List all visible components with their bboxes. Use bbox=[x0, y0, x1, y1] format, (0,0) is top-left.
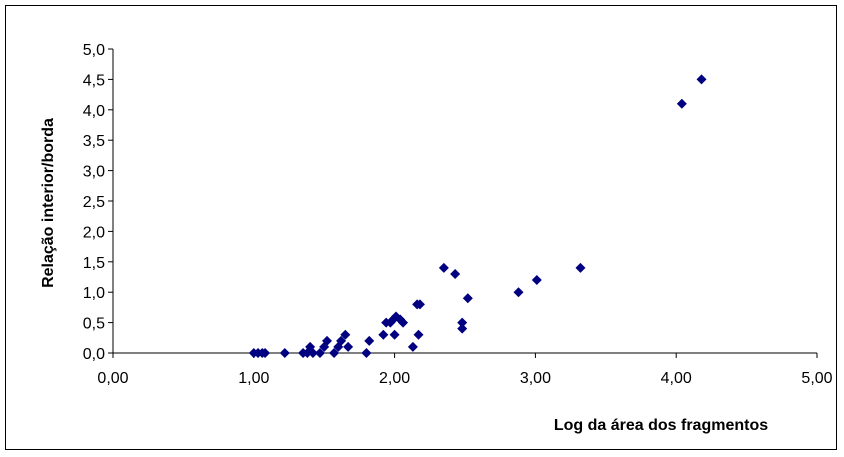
scatter-point bbox=[676, 98, 687, 109]
scatter-point bbox=[414, 299, 425, 310]
scatter-point bbox=[336, 335, 347, 346]
scatter-point bbox=[260, 348, 271, 358]
x-tick-label: 5,00 bbox=[801, 370, 832, 387]
y-tick-label: 1,0 bbox=[83, 285, 105, 302]
scatter-point bbox=[457, 323, 468, 334]
x-tick-label: 0,00 bbox=[97, 370, 128, 387]
scatter-point bbox=[457, 317, 468, 328]
x-axis-title: Log da área dos fragmentos bbox=[554, 417, 768, 434]
y-tick-label: 5,0 bbox=[83, 42, 105, 59]
x-tick-label: 2,00 bbox=[379, 370, 410, 387]
scatter-point bbox=[398, 317, 409, 328]
x-tick-label: 3,00 bbox=[520, 370, 551, 387]
scatter-point bbox=[696, 74, 707, 85]
scatter-point bbox=[279, 348, 290, 358]
data-points bbox=[248, 74, 707, 358]
y-tick-label: 3,5 bbox=[83, 133, 105, 150]
scatter-point bbox=[389, 329, 400, 340]
y-tick-label: 0,5 bbox=[83, 316, 105, 333]
scatter-point bbox=[361, 348, 372, 358]
scatter-point bbox=[340, 329, 351, 340]
scatter-point bbox=[407, 341, 418, 352]
scatter-point bbox=[329, 348, 340, 358]
y-tick-label: 4,5 bbox=[83, 72, 105, 89]
scatter-point bbox=[364, 335, 375, 346]
scatter-point bbox=[343, 341, 354, 352]
y-tick-label: 2,5 bbox=[83, 194, 105, 211]
scatter-point bbox=[513, 287, 524, 298]
x-tick-label: 1,00 bbox=[238, 370, 269, 387]
scatter-point bbox=[462, 293, 473, 304]
chart-frame: 0,00 1,00 2,00 3,00 4,00 5,00 0,0 0,5 1,0 1,5 2,0 2… bbox=[5, 5, 837, 450]
y-tick-label: 2,0 bbox=[83, 224, 105, 241]
scatter-point bbox=[450, 268, 461, 279]
scatter-point bbox=[322, 335, 333, 346]
y-axis-title: Relação interior/borda bbox=[40, 118, 57, 288]
x-tick-label: 4,00 bbox=[661, 370, 692, 387]
scatter-point bbox=[413, 329, 424, 340]
scatter-point bbox=[307, 348, 318, 358]
axes bbox=[112, 49, 817, 354]
scatter-point bbox=[575, 262, 586, 273]
y-tick-label: 1,5 bbox=[83, 255, 105, 272]
scatter-point bbox=[314, 348, 325, 358]
y-tick-label: 0,0 bbox=[83, 346, 105, 363]
y-tick-label: 3,0 bbox=[83, 164, 105, 181]
ticks: 0,00 1,00 2,00 3,00 4,00 5,00 0,0 0,5 1,0 1,5 2,0 2… bbox=[83, 42, 833, 387]
scatter-chart: 0,00 1,00 2,00 3,00 4,00 5,00 0,0 0,5 1,0 1,5 2,0 2… bbox=[40, 42, 833, 434]
scatter-point bbox=[531, 275, 542, 286]
scatter-point bbox=[438, 262, 449, 273]
y-tick-label: 4,0 bbox=[83, 103, 105, 120]
scatter-point bbox=[378, 329, 389, 340]
